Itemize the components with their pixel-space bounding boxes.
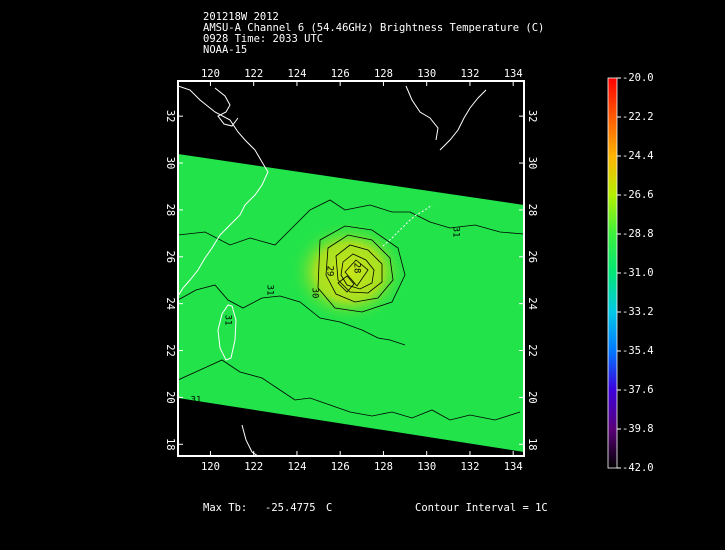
lon-tick-label-bottom: 126 [331, 461, 350, 473]
lat-tick-label-right: 26 [526, 250, 538, 263]
lat-tick-label-right: 32 [526, 110, 538, 123]
contour-label: 29 [325, 266, 335, 277]
swath-layer [178, 154, 524, 452]
lat-tick-label-right: 28 [526, 204, 538, 217]
lon-tick-label-bottom: 134 [504, 461, 523, 473]
lon-tick-label-top: 126 [331, 68, 350, 80]
lat-tick-label-right: 20 [526, 391, 538, 404]
colorbar-tick-label: -42.0 [622, 462, 654, 474]
colorbar-tick-label: -26.6 [622, 189, 654, 201]
lon-tick-label-top: 122 [244, 68, 263, 80]
max-tb-value: -25.4775 [265, 502, 316, 514]
contour-label: 31 [451, 227, 461, 238]
colorbar-tick-label: -33.2 [622, 306, 654, 318]
colorbar-ticks: -20.0 -22.2 -24.4 -26.6 -28.8 -31.0 -33.2 -35.4… [617, 72, 654, 474]
colorbar-tick-label: -22.2 [622, 111, 654, 123]
colorbar-tick-label: -31.0 [622, 267, 654, 279]
colorbar-tick-label: -39.8 [622, 423, 654, 435]
header-line-3: 0928 Time: 2033 UTC [203, 33, 324, 45]
lat-tick-label-right: 18 [526, 438, 538, 451]
lon-tick-label-bottom: 120 [201, 461, 220, 473]
kyushu-island [439, 89, 487, 151]
lat-tick-label-left: 24 [164, 297, 176, 310]
max-tb-label: Max Tb: [203, 502, 248, 514]
lon-tick-label-bottom: 132 [460, 461, 479, 473]
china-coast [178, 85, 269, 297]
header-line-1: 201218W 2012 [203, 11, 279, 23]
lat-tick-label-right: 30 [526, 157, 538, 170]
contour-label: 31 [223, 315, 233, 326]
lat-tick-label-right: 22 [526, 344, 538, 357]
lat-tick-label-left: 18 [164, 438, 176, 451]
lon-tick-label-top: 120 [201, 68, 220, 80]
colorbar-tick-label: -20.0 [622, 72, 654, 84]
axis-ticks: 120 120 122 122 124 124 126 126 128 128 130 130 132 1… [164, 68, 538, 473]
lon-tick-label-top: 132 [460, 68, 479, 80]
lon-tick-label-bottom: 122 [244, 461, 263, 473]
contour-label: 28 [352, 263, 362, 274]
lon-tick-label-top: 124 [287, 68, 306, 80]
warm-core [289, 220, 409, 324]
lat-tick-label-left: 20 [164, 391, 176, 404]
colorbar-tick-label: -24.4 [622, 150, 654, 162]
contour-label: 31 [265, 285, 275, 296]
header-line-4: NOAA-15 [203, 44, 248, 56]
mainland-upper [214, 87, 239, 127]
header-line-2: AMSU-A Channel 6 (54.46GHz) Brightness T… [203, 22, 545, 34]
lat-tick-label-left: 30 [164, 157, 176, 170]
plot-frame [177, 80, 525, 457]
coastlines [178, 85, 487, 456]
lon-tick-label-bottom: 124 [287, 461, 306, 473]
contour-label: 30 [310, 288, 320, 299]
contour-interval: Contour Interval = 1C [415, 502, 548, 514]
lat-tick-label-right: 24 [526, 297, 538, 310]
korea-coast [405, 85, 439, 141]
contour-lines [178, 199, 524, 421]
colorbar [607, 77, 618, 469]
ryukyu-chain [382, 204, 433, 247]
contour-labels: 31 31 31 31 30 29 28 [191, 227, 461, 406]
lat-tick-label-left: 28 [164, 204, 176, 217]
lon-tick-label-bottom: 128 [374, 461, 393, 473]
contour-label: 31 [191, 396, 202, 406]
lon-tick-label-top: 130 [417, 68, 436, 80]
lon-tick-label-top: 134 [504, 68, 523, 80]
max-tb-unit: C [326, 502, 333, 514]
colorbar-tick-label: -35.4 [622, 345, 654, 357]
colorbar-tick-label: -37.6 [622, 384, 654, 396]
luzon-coast [241, 424, 259, 456]
lat-tick-label-left: 26 [164, 250, 176, 263]
lat-tick-label-left: 32 [164, 110, 176, 123]
lat-tick-label-left: 22 [164, 344, 176, 357]
lon-tick-label-bottom: 130 [417, 461, 436, 473]
colorbar-tick-label: -28.8 [622, 228, 654, 240]
taiwan-island [217, 304, 237, 361]
lon-tick-label-top: 128 [374, 68, 393, 80]
